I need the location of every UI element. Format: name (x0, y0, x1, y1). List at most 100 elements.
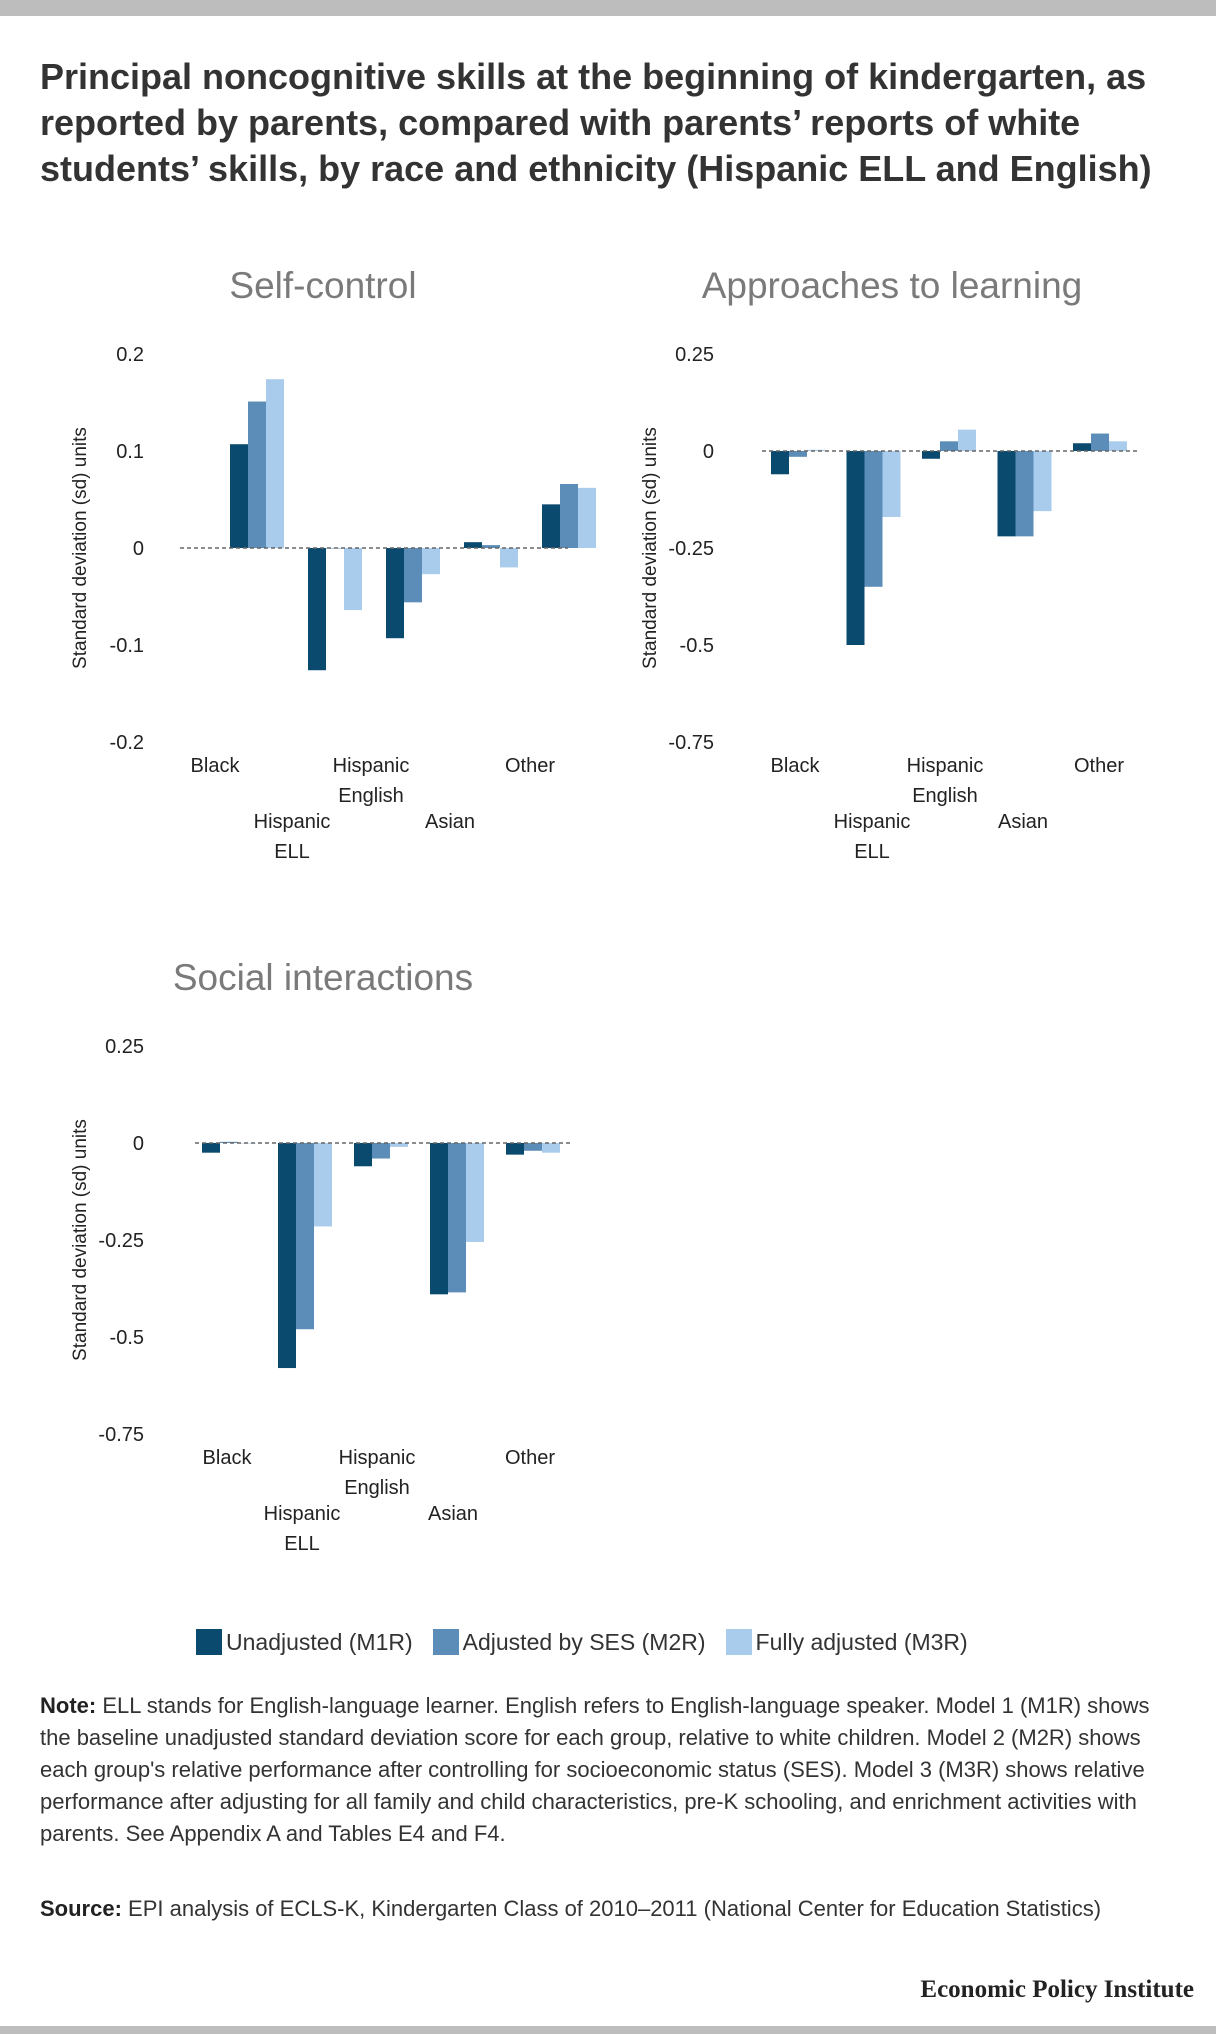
bar-hispanic-ell-unadjusted-m1r (308, 548, 326, 671)
legend-item-adjusted-ses: Adjusted by SES (M2R) (432, 1628, 706, 1656)
bar-asian-unadjusted-m1r (997, 451, 1016, 537)
category-label-hispanic-english: Hispanic English (333, 755, 410, 807)
bar-hispanic-ell-adjusted-by-ses-m2r (296, 1143, 314, 1330)
y-tick-label: 0.25 (105, 1036, 144, 1058)
note-text: Note: ELL stands for English-language le… (40, 1690, 1180, 1850)
y-axis-label: Standard deviation (sd) units (70, 427, 91, 669)
figure-title: Principal noncognitive skills at the beg… (40, 56, 1152, 189)
category-label-hispanic-ell: Hispanic ELL (254, 811, 331, 863)
y-tick-label: -0.5 (110, 1327, 144, 1349)
y-tick-label: 0 (703, 441, 714, 463)
bar-hispanic-english-fully-adjusted-m3r (958, 429, 976, 451)
source-text: Source: EPI analysis of ECLS-K, Kinderga… (40, 1893, 1180, 1925)
bar-black-unadjusted-m1r (202, 1143, 220, 1153)
category-label-black: Black (203, 1447, 253, 1469)
y-tick-label: 0.2 (116, 344, 144, 366)
legend-label-adjusted-ses: Adjusted by SES (M2R) (462, 1628, 706, 1655)
bar-other-fully-adjusted-m3r (578, 487, 596, 548)
legend-label-unadjusted: Unadjusted (M1R) (226, 1628, 413, 1655)
legend-swatch-fully-adjusted (725, 1629, 752, 1655)
panel-title: Approaches to learning (702, 265, 1083, 306)
chart-legend: Unadjusted (M1R) Adjusted by SES (M2R) F… (196, 1626, 988, 1658)
category-label-other: Other (505, 755, 555, 777)
legend-swatch-unadjusted (196, 1629, 222, 1655)
category-label-other: Other (505, 1447, 555, 1469)
top-border-bar (0, 0, 1216, 16)
y-tick-label: 0 (133, 538, 144, 560)
bar-other-fully-adjusted-m3r (542, 1143, 560, 1153)
y-tick-label: -0.25 (98, 1230, 144, 1252)
bar-asian-unadjusted-m1r (464, 542, 482, 548)
bar-hispanic-english-fully-adjusted-m3r (390, 1143, 408, 1147)
bar-hispanic-english-fully-adjusted-m3r (422, 548, 440, 575)
category-label-hispanic-english: Hispanic English (907, 755, 984, 807)
bar-hispanic-english-unadjusted-m1r (922, 451, 940, 459)
bar-other-adjusted-by-ses-m2r (1091, 433, 1109, 451)
note-label: Note: (40, 1693, 97, 1718)
source-body: EPI analysis of ECLS-K, Kindergarten Cla… (121, 1896, 1102, 1921)
y-tick-label: -0.75 (98, 1424, 144, 1446)
bar-black-adjusted-by-ses-m2r (248, 401, 266, 548)
bar-hispanic-ell-fully-adjusted-m3r (882, 451, 901, 517)
y-tick-label: 0 (133, 1133, 144, 1155)
bar-asian-unadjusted-m1r (430, 1143, 448, 1295)
category-label-hispanic-ell: Hispanic ELL (834, 811, 911, 863)
self-control-chart: Self-control 0.2 0.1 0 -0.1 -0.2 Standard devi… (70, 265, 596, 863)
bar-other-unadjusted-m1r (542, 504, 560, 548)
bar-other-unadjusted-m1r (1073, 443, 1091, 451)
legend-item-fully-adjusted: Fully adjusted (M3R) (725, 1628, 968, 1656)
bar-asian-fully-adjusted-m3r (466, 1143, 484, 1242)
bar-hispanic-english-adjusted-by-ses-m2r (404, 548, 422, 603)
bar-asian-fully-adjusted-m3r (1033, 451, 1052, 512)
category-label-hispanic-ell: Hispanic ELL (264, 1503, 341, 1555)
bar-asian-fully-adjusted-m3r (500, 548, 518, 568)
approaches-to-learning-chart: Approaches to learning 0.25 0 -0.25 -0.5 -0.7… (640, 265, 1138, 863)
category-label-other: Other (1074, 755, 1124, 777)
bar-black-fully-adjusted-m3r (807, 449, 825, 451)
y-tick-label: -0.1 (110, 635, 144, 657)
bar-black-adjusted-by-ses-m2r (789, 451, 807, 457)
y-axis-label: Standard deviation (sd) units (70, 1119, 91, 1361)
bar-hispanic-english-unadjusted-m1r (354, 1143, 372, 1167)
bar-black-fully-adjusted-m3r (266, 379, 284, 548)
y-tick-label: -0.2 (110, 732, 144, 754)
bottom-border-bar (0, 2026, 1216, 2034)
legend-label-fully-adjusted: Fully adjusted (M3R) (755, 1628, 968, 1655)
category-label-black: Black (191, 755, 241, 777)
category-label-black: Black (771, 755, 821, 777)
bar-hispanic-english-adjusted-by-ses-m2r (940, 441, 958, 451)
y-tick-label: -0.25 (668, 538, 714, 560)
bar-hispanic-ell-adjusted-by-ses-m2r (864, 451, 883, 587)
source-label: Source: (40, 1896, 122, 1921)
legend-item-unadjusted: Unadjusted (M1R) (196, 1629, 413, 1656)
bar-black-unadjusted-m1r (230, 444, 248, 548)
bar-asian-adjusted-by-ses-m2r (1015, 451, 1034, 537)
bar-other-adjusted-by-ses-m2r (524, 1143, 542, 1151)
social-interactions-chart: Social interactions 0.25 0 -0.25 -0.5 -0.75 St… (70, 957, 570, 1555)
bar-hispanic-ell-unadjusted-m1r (846, 451, 865, 645)
bar-other-adjusted-by-ses-m2r (560, 483, 578, 548)
bar-hispanic-english-adjusted-by-ses-m2r (372, 1143, 390, 1159)
epi-logo-text: Economic Policy Institute (920, 1976, 1194, 2003)
bar-asian-adjusted-by-ses-m2r (448, 1143, 466, 1293)
category-label-asian: Asian (425, 811, 475, 833)
bar-black-unadjusted-m1r (771, 451, 789, 475)
y-axis-label: Standard deviation (sd) units (640, 427, 661, 669)
bar-hispanic-ell-unadjusted-m1r (278, 1143, 296, 1369)
category-label-hispanic-english: Hispanic English (339, 1447, 416, 1499)
y-tick-label: -0.75 (668, 732, 714, 754)
y-tick-label: 0.1 (116, 441, 144, 463)
y-tick-label: -0.5 (680, 635, 714, 657)
bar-hispanic-ell-fully-adjusted-m3r (314, 1143, 332, 1227)
panel-title: Self-control (229, 265, 416, 306)
legend-swatch-adjusted-ses (432, 1629, 459, 1655)
panel-title: Social interactions (173, 957, 473, 998)
bar-other-fully-adjusted-m3r (1109, 441, 1127, 451)
bar-black-adjusted-by-ses-m2r (220, 1141, 238, 1143)
note-body: ELL stands for English-language learner.… (40, 1693, 1150, 1846)
bar-hispanic-english-unadjusted-m1r (386, 548, 404, 639)
category-label-asian: Asian (998, 811, 1048, 833)
y-tick-label: 0.25 (675, 344, 714, 366)
bar-asian-adjusted-by-ses-m2r (482, 545, 500, 548)
bar-hispanic-ell-fully-adjusted-m3r (344, 548, 362, 611)
